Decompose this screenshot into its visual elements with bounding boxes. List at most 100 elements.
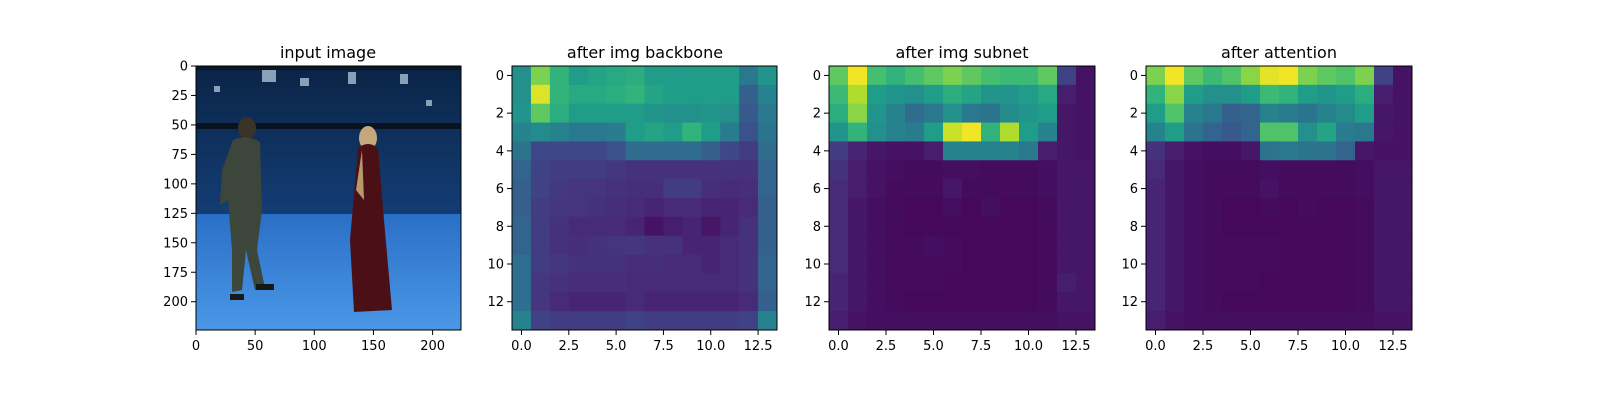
- heatmap-cell: [644, 66, 664, 86]
- heatmap-cell: [1298, 179, 1318, 199]
- heatmap-cell: [981, 254, 1001, 274]
- x-tick-label: 100: [302, 339, 327, 354]
- heatmap-cell: [1076, 292, 1096, 312]
- heatmap-cell: [1355, 66, 1375, 86]
- heatmap-cell: [867, 292, 887, 312]
- heatmap-cell: [1279, 160, 1299, 180]
- heatmap-cell: [981, 160, 1001, 180]
- x-tick-label: 12.5: [1062, 339, 1091, 354]
- heatmap-cell: [1374, 122, 1394, 142]
- heatmap-cell: [758, 122, 778, 142]
- heatmap-cell: [1184, 254, 1204, 274]
- heatmap-cell: [1165, 103, 1185, 123]
- heatmap-cell: [1241, 122, 1261, 142]
- heatmap-cell: [1165, 122, 1185, 142]
- heatmap-cell: [1146, 198, 1166, 218]
- x-tick-label: 2.5: [1193, 339, 1214, 354]
- heatmap-cell: [1298, 198, 1318, 218]
- heatmap-cell: [644, 122, 664, 142]
- heatmap-cell: [530, 235, 551, 255]
- heatmap-cell: [1355, 160, 1375, 180]
- heatmap-cell: [606, 292, 626, 312]
- heatmap-cell: [663, 273, 683, 293]
- heatmap-cell: [758, 179, 778, 199]
- heatmap-cell: [905, 311, 925, 331]
- x-tick-label: 0: [192, 339, 200, 354]
- heatmap-cell: [1260, 84, 1280, 105]
- heatmap-cell: [1241, 141, 1261, 161]
- heatmap-cell: [829, 179, 849, 199]
- heatmap-cell: [962, 235, 982, 255]
- heatmap-cell: [549, 103, 570, 123]
- heatmap-cell: [981, 122, 1001, 142]
- heatmap-cell: [1241, 311, 1261, 331]
- heatmap-cell: [758, 84, 778, 105]
- heatmap-cell: [1038, 254, 1058, 274]
- heatmap-cell: [701, 235, 721, 255]
- heatmap-cell: [867, 122, 887, 142]
- heatmap-cell: [701, 273, 721, 293]
- heatmap-cell: [644, 198, 664, 218]
- heatmap-cell: [512, 160, 532, 180]
- heatmap-cell: [924, 216, 944, 237]
- heatmap-cell: [606, 311, 626, 331]
- heatmap-cell: [924, 198, 944, 218]
- heatmap-cell: [1038, 235, 1058, 255]
- heatmap-cell: [1317, 160, 1337, 180]
- panel-title: after img subnet: [895, 43, 1028, 62]
- heatmap-cell: [1241, 160, 1261, 180]
- heatmap-cell: [682, 84, 702, 105]
- heatmap-cell: [1038, 216, 1058, 237]
- heatmap-cell: [644, 235, 664, 255]
- heatmap-cell: [644, 216, 664, 237]
- axis-ticks: 0.0 2.5 5.0 7.5 10.0 12.5 0 2 4 6 8 10 12: [804, 69, 1090, 354]
- heatmap-cell: [1146, 273, 1166, 293]
- heatmap-cell: [924, 122, 944, 142]
- heatmap-cell: [530, 122, 551, 142]
- heatmap-cell: [758, 66, 778, 86]
- heatmap-cell: [682, 160, 702, 180]
- heatmap-cell: [829, 292, 849, 312]
- heatmap-cell: [568, 66, 589, 86]
- heatmap-cell: [1374, 235, 1394, 255]
- heatmap-cell: [829, 103, 849, 123]
- heatmap-cell: [1146, 216, 1166, 237]
- heatmap-cell: [1336, 141, 1356, 161]
- heatmap-cell: [1165, 66, 1185, 86]
- heatmap-cell: [1317, 179, 1337, 199]
- heatmap-cell: [962, 198, 982, 218]
- heatmap-cell: [1038, 84, 1058, 105]
- heatmap-cell: [848, 141, 868, 161]
- heatmap-cell: [701, 103, 721, 123]
- heatmap-cell: [530, 179, 551, 199]
- heatmap-cell: [981, 311, 1001, 331]
- heatmap-cell: [663, 311, 683, 331]
- heatmap-cell: [568, 235, 589, 255]
- heatmap-cell: [1019, 311, 1039, 331]
- x-tick-label: 7.5: [971, 339, 992, 354]
- y-tick-label: 0: [1130, 69, 1138, 84]
- heatmap-cell: [1076, 311, 1096, 331]
- heatmap-cell: [739, 141, 759, 161]
- heatmap-cell: [1203, 141, 1223, 161]
- heatmap-cell: [720, 141, 740, 161]
- x-tick-label: 5.0: [606, 339, 627, 354]
- heatmap-cell: [962, 103, 982, 123]
- heatmap-cell: [1165, 160, 1185, 180]
- heatmap-cell: [981, 103, 1001, 123]
- heatmap-cell: [1165, 141, 1185, 161]
- heatmap-cell: [962, 254, 982, 274]
- heatmap-cell: [886, 216, 906, 237]
- heatmap-cell: [1260, 311, 1280, 331]
- input-image: [195, 65, 462, 331]
- heatmap-cell: [530, 141, 551, 161]
- heatmap-cell: [1374, 141, 1394, 161]
- heatmap-cell: [1076, 179, 1096, 199]
- heatmap-cell: [886, 66, 906, 86]
- heatmap-cell: [867, 179, 887, 199]
- heatmap-cell: [587, 179, 608, 199]
- heatmap-cell: [720, 160, 740, 180]
- heatmap-cell: [739, 216, 759, 237]
- axis-ticks: 0.0 2.5 5.0 7.5 10.0 12.5 0 2 4 6 8 10 12: [1121, 69, 1407, 354]
- heatmap-cell: [1222, 103, 1242, 123]
